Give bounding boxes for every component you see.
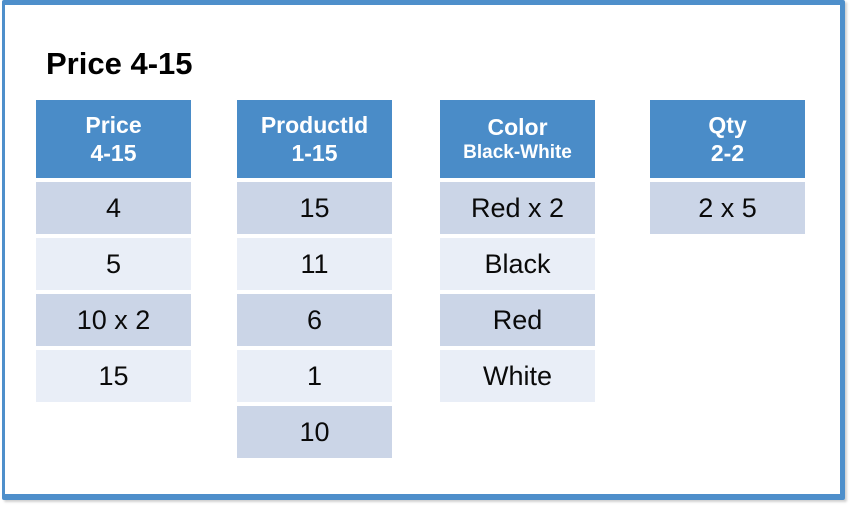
facet-range: Black-White <box>463 142 572 164</box>
facet-value-cell: 10 <box>237 406 392 458</box>
facet-range: 2-2 <box>710 140 745 166</box>
facet-value-cell: Red <box>440 294 595 346</box>
facet-range: 4-15 <box>90 140 137 166</box>
facet-name: Price <box>85 111 142 138</box>
page-title: Price 4-15 <box>46 45 193 81</box>
facet-header: Price 4-15 <box>36 100 191 178</box>
facet-name: Qty <box>708 111 747 138</box>
facet-header: Qty 2-2 <box>650 100 805 178</box>
facet-range: 1-15 <box>291 140 338 166</box>
facet-value-cell: 2 x 5 <box>650 182 805 234</box>
facet-value-cell: 1 <box>237 350 392 402</box>
facet-value-cell: 5 <box>36 238 191 290</box>
facet-value-cell: 15 <box>237 182 392 234</box>
facet-value-cell: 6 <box>237 294 392 346</box>
facet-table-color: Color Black-White Red x 2 Black Red White <box>440 100 595 402</box>
facet-value-cell: White <box>440 350 595 402</box>
facet-value-cell: Red x 2 <box>440 182 595 234</box>
facet-value-cell: 4 <box>36 182 191 234</box>
facet-name: ProductId <box>260 111 369 138</box>
facet-table-qty: Qty 2-2 2 x 5 <box>650 100 805 234</box>
facet-value-cell: Black <box>440 238 595 290</box>
facet-table-price: Price 4-15 4 5 10 x 2 15 <box>36 100 191 402</box>
facet-header: ProductId 1-15 <box>237 100 392 178</box>
facet-value-cell: 11 <box>237 238 392 290</box>
slide-border-frame <box>2 0 845 500</box>
facet-value-cell: 10 x 2 <box>36 294 191 346</box>
facet-value-cell: 15 <box>36 350 191 402</box>
facet-header: Color Black-White <box>440 100 595 178</box>
facet-tables-area: Price 4-15 4 5 10 x 2 15 ProductId 1-15 15 11 6 1 10… <box>0 100 850 470</box>
facet-name: Color <box>487 114 548 141</box>
facet-table-productid: ProductId 1-15 15 11 6 1 10 <box>237 100 392 458</box>
